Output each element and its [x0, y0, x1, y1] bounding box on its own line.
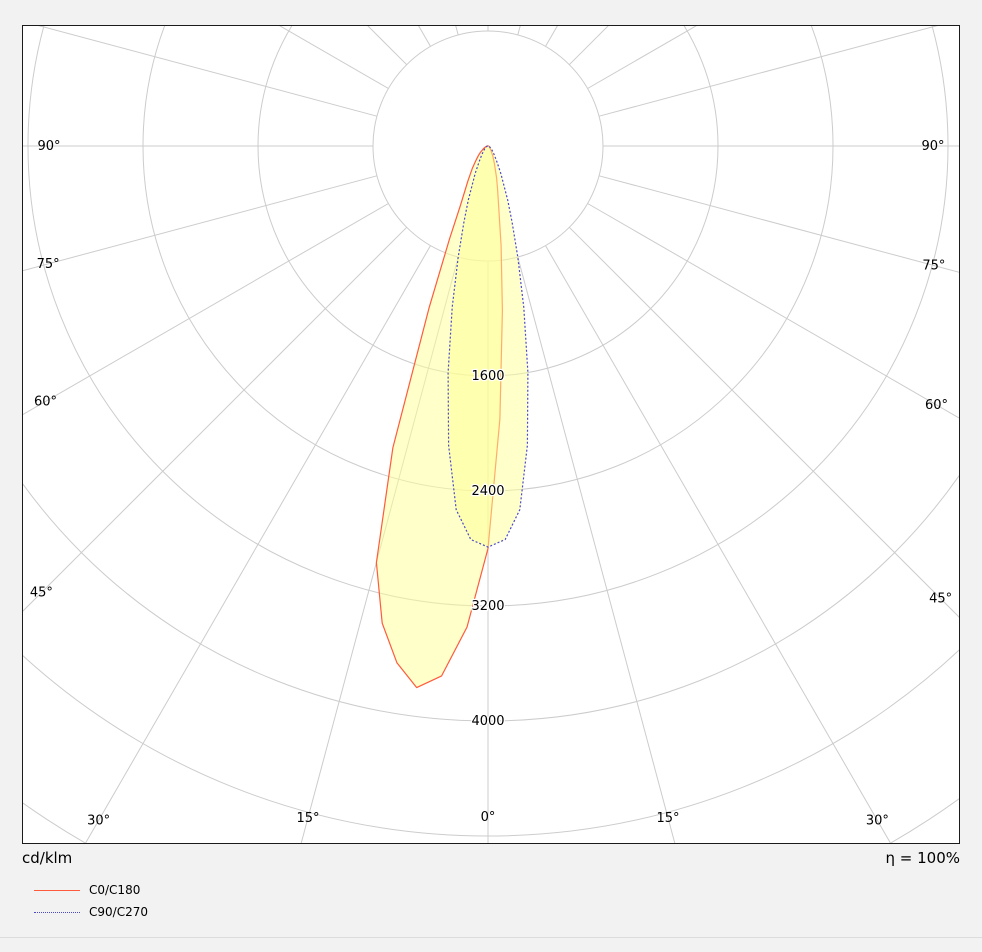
polar-diagram-svg: 1600 2400 3200 4000 90° 75° 60° 45° 30° 15° 0° 15° 3… [23, 26, 959, 843]
polar-photometric-diagram: 1600 2400 3200 4000 90° 75° 60° 45° 30° 15° 0° 15° 3… [22, 25, 960, 844]
svg-text:30°: 30° [87, 814, 110, 829]
svg-text:0°: 0° [481, 810, 496, 825]
svg-text:75°: 75° [37, 257, 60, 272]
bottom-separator [0, 937, 982, 938]
c90-c270-line-swatch [34, 911, 80, 913]
legend-label: C90/C270 [89, 905, 148, 919]
legend-label: C0/C180 [89, 883, 141, 897]
svg-text:90°: 90° [37, 139, 60, 154]
svg-text:60°: 60° [34, 395, 57, 410]
legend-item-c0-c180: C0/C180 [34, 879, 148, 901]
efficiency-label: η = 100% [885, 849, 961, 867]
c0-c180-line-swatch [34, 889, 80, 891]
svg-text:90°: 90° [921, 139, 944, 154]
svg-text:3200: 3200 [471, 599, 504, 614]
unit-label: cd/klm [22, 849, 73, 867]
svg-text:2400: 2400 [471, 484, 504, 499]
svg-text:15°: 15° [296, 811, 319, 826]
legend-item-c90-c270: C90/C270 [34, 901, 148, 923]
svg-text:4000: 4000 [471, 714, 504, 729]
svg-text:1600: 1600 [471, 369, 504, 384]
svg-text:45°: 45° [30, 586, 53, 601]
chart-footer: cd/klm η = 100% [22, 849, 960, 867]
legend: C0/C180 C90/C270 [34, 879, 148, 923]
svg-text:60°: 60° [925, 398, 948, 413]
svg-text:45°: 45° [929, 592, 952, 607]
svg-text:15°: 15° [656, 811, 679, 826]
svg-text:30°: 30° [866, 814, 889, 829]
svg-text:75°: 75° [922, 259, 945, 274]
